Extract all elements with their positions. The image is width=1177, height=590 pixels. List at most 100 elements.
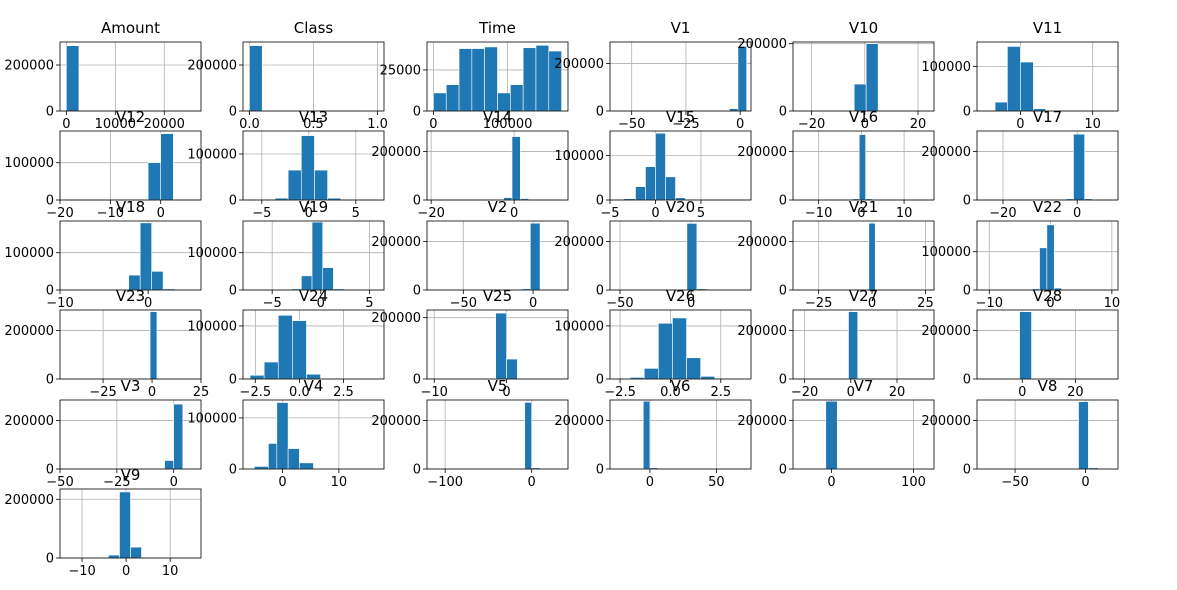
x-tick-label: 0 <box>317 296 325 311</box>
subplot-title: V12 <box>116 108 145 126</box>
subplot-title: Amount <box>101 19 160 37</box>
y-tick-label: 0 <box>413 105 421 120</box>
x-tick-label: 25 <box>193 385 210 400</box>
x-tick-label: 0 <box>144 296 152 311</box>
bar <box>160 133 174 201</box>
x-tick-label: −50 <box>618 117 645 132</box>
y-tick-label: 200000 <box>921 145 971 160</box>
subplot-title: V3 <box>121 377 141 395</box>
x-tick-label: −50 <box>1001 475 1028 490</box>
x-tick-label: −5 <box>252 206 271 221</box>
y-tick-label: 100000 <box>921 245 971 260</box>
y-tick-label: 0 <box>46 463 54 478</box>
bar <box>173 403 184 470</box>
y-tick-label: 200000 <box>737 414 787 429</box>
bar <box>164 460 175 470</box>
y-tick-label: 0 <box>779 373 787 388</box>
x-tick-label: 20000 <box>144 117 185 132</box>
x-tick-label: 0 <box>651 206 659 221</box>
y-tick-label: 0 <box>779 105 787 120</box>
y-tick-label: 0 <box>963 105 971 120</box>
axes-frame <box>609 399 752 470</box>
x-tick-label: −50 <box>450 296 477 311</box>
y-tick-label: 100000 <box>4 156 54 171</box>
histogram-v3: −50 −25 0 0 200000 V3 <box>4 377 202 490</box>
bar <box>635 186 646 201</box>
x-tick-label: 20 <box>910 117 927 132</box>
bar <box>686 223 698 291</box>
y-tick-label: 0 <box>413 194 421 209</box>
subplot-title: V17 <box>1033 108 1062 126</box>
y-tick-label: 200000 <box>4 59 54 74</box>
bar <box>268 443 278 470</box>
x-tick-label: −10 <box>421 385 448 400</box>
x-tick-label: 0 <box>529 296 537 311</box>
x-tick-label: −10 <box>805 206 832 221</box>
y-tick-label: 100000 <box>554 319 604 334</box>
subplot-title: V14 <box>483 108 512 126</box>
bar <box>292 320 307 380</box>
axes-frame <box>792 130 935 201</box>
bar <box>263 361 279 380</box>
x-tick-label: 5 <box>365 296 373 311</box>
x-tick-label: 0 <box>62 117 70 132</box>
x-tick-label: 100 <box>901 475 926 490</box>
axes-frame <box>792 41 935 112</box>
y-tick-label: 0 <box>596 105 604 120</box>
x-tick-label: 0 <box>861 117 869 132</box>
x-tick-label: 10 <box>896 206 913 221</box>
y-tick-label: 200000 <box>371 235 421 250</box>
x-tick-label: 0 <box>1073 206 1081 221</box>
axes-frame <box>426 399 569 470</box>
y-tick-label: 200000 <box>554 57 604 72</box>
y-tick-label: 0 <box>46 373 54 388</box>
bar <box>1039 247 1048 291</box>
x-tick-label: 0 <box>857 206 865 221</box>
y-tick-label: 25000 <box>380 63 421 78</box>
bar <box>825 400 838 470</box>
histogram-time: 0 100000 0 25000 Time <box>380 19 569 132</box>
x-tick-label: 0 <box>1081 475 1089 490</box>
subplot-title: V22 <box>1033 198 1062 216</box>
x-tick-label: 0.0 <box>660 385 681 400</box>
x-tick-label: −20 <box>989 206 1016 221</box>
histogram-v2: −50 0 0 200000 V2 <box>371 198 569 311</box>
bar <box>495 312 507 380</box>
x-tick-label: 0 <box>305 206 313 221</box>
subplot-title: V18 <box>116 198 145 216</box>
bar <box>530 222 541 291</box>
y-tick-label: 0 <box>963 284 971 299</box>
x-tick-label: 0 <box>827 475 835 490</box>
axes-frame <box>792 399 935 470</box>
y-tick-label: 0 <box>963 373 971 388</box>
axes-frame <box>242 130 385 201</box>
subplot-title: V13 <box>299 108 328 126</box>
bar <box>66 45 80 112</box>
axes-frame <box>609 220 752 291</box>
histogram-v1: −50 −25 0 0 200000 V1 <box>554 19 752 132</box>
axes-frame <box>59 399 202 470</box>
y-tick-label: 0 <box>963 194 971 209</box>
bar <box>858 134 866 201</box>
bar <box>737 45 747 112</box>
y-tick-label: 100000 <box>554 149 604 164</box>
y-tick-label: 0 <box>46 194 54 209</box>
bar <box>1020 61 1034 112</box>
bar <box>1019 311 1032 380</box>
y-tick-label: 200000 <box>554 235 604 250</box>
histogram-v27: −20 0 20 0 200000 V27 <box>737 287 935 400</box>
bar <box>484 46 498 112</box>
x-tick-label: −20 <box>46 206 73 221</box>
bar <box>249 45 263 112</box>
histogram-v10: −20 0 20 0 200000 V10 <box>737 19 935 132</box>
subplot-title: V20 <box>666 198 695 216</box>
bar <box>510 84 524 112</box>
axes-frame <box>59 220 202 291</box>
y-tick-label: 0 <box>779 463 787 478</box>
y-tick-label: 100000 <box>187 319 237 334</box>
bar <box>522 47 537 112</box>
